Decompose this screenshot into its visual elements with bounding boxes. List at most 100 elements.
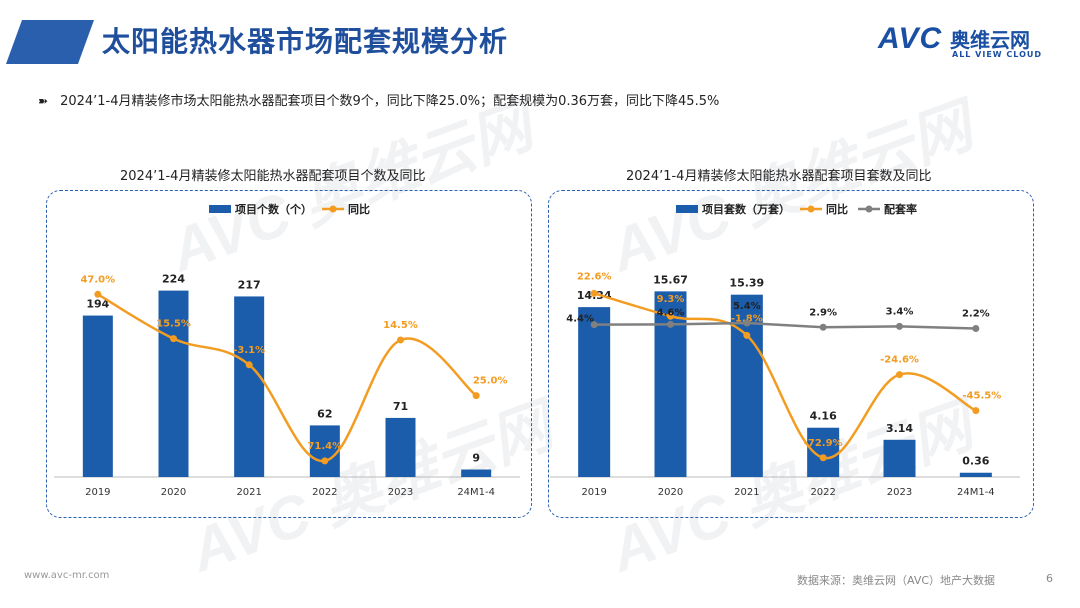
legend-label: 同比 xyxy=(348,202,370,216)
bar-value-label: 4.16 xyxy=(810,410,837,423)
line-point xyxy=(667,312,674,320)
line-point xyxy=(743,331,751,339)
line-point xyxy=(972,324,980,332)
line-value-label: 4.4% xyxy=(566,314,594,325)
bar xyxy=(959,472,992,477)
legend-swatch-bar xyxy=(209,205,231,213)
chart-right: 项目套数（万套）同比配套率14.3415.6715.394.163.140.36… xyxy=(550,202,1020,498)
bar-value-label: 71 xyxy=(393,400,408,413)
chart-left: 项目个数（个） 同比 194 224 217 62 71 9 2019 2020 2021 2022 2… xyxy=(54,202,520,498)
legend-swatch-marker xyxy=(865,205,873,213)
logo-avc-text: AVC xyxy=(878,22,943,55)
line-point xyxy=(819,323,827,331)
x-tick-label: 2019 xyxy=(85,487,110,498)
logo-cn-text: 奥维云网 xyxy=(950,28,1030,52)
x-tick-label: 2020 xyxy=(658,487,683,498)
x-tick-label: 2023 xyxy=(887,487,912,498)
series-line xyxy=(593,292,977,460)
chart-title-left: 2024’1-4月精装修太阳能热水器配套项目个数及同比 xyxy=(120,169,426,184)
line-value-label: 9.3% xyxy=(657,294,685,305)
chart-legend: 项目个数（个） 同比 xyxy=(209,202,370,216)
legend-swatch-marker xyxy=(807,205,815,213)
x-tick-label: 24M1-4 xyxy=(457,487,495,498)
brand-logo: AVC 奥维云网 ALL VIEW CLOUD xyxy=(878,22,1058,62)
line-value-label: -1.8% xyxy=(731,313,763,324)
legend-label: 项目套数（万套） xyxy=(702,202,790,216)
line-value-label: -45.5% xyxy=(962,391,1001,402)
line-point xyxy=(667,320,674,328)
x-tick-label: 2021 xyxy=(236,487,261,498)
line-value-label: 47.0% xyxy=(80,274,115,285)
page-title: 太阳能热水器市场配套规模分析 xyxy=(102,25,509,58)
bar xyxy=(461,469,492,477)
bar xyxy=(578,307,611,477)
x-tick-label: 2021 xyxy=(734,487,759,498)
chart-legend: 项目套数（万套） 同比 配套率 xyxy=(676,202,917,216)
summary-bullet: ➽ 2024’1-4月精装修市场太阳能热水器配套项目个数9个，同比下降25.0%；… xyxy=(38,90,719,109)
x-tick-label: 24M1-4 xyxy=(957,487,995,498)
x-tick-label: 2020 xyxy=(161,487,186,498)
line-value-label: 2.2% xyxy=(962,308,990,319)
line-point xyxy=(590,289,598,297)
line-value-label: 15.5% xyxy=(156,319,191,330)
bar-value-label: 15.39 xyxy=(729,277,764,290)
line-value-label: 25.0% xyxy=(473,376,508,387)
chart-title-right: 2024’1-4月精装修太阳能热水器配套项目套数及同比 xyxy=(626,169,932,184)
bar xyxy=(234,296,265,477)
footer-url: www.avc-mr.com xyxy=(24,570,110,581)
bar xyxy=(385,417,416,477)
x-tick-label: 2022 xyxy=(312,487,337,498)
header: 太阳能热水器市场配套规模分析 AVC 奥维云网 ALL VIEW CLOUD xyxy=(0,0,1080,80)
bar xyxy=(309,425,340,477)
line-point xyxy=(743,319,751,327)
bar xyxy=(82,315,113,477)
bar-value-label: 194 xyxy=(86,298,109,311)
line-value-label: 4.6% xyxy=(657,307,685,318)
logo-en-text: ALL VIEW CLOUD xyxy=(952,50,1043,59)
legend-label: 项目个数（个） xyxy=(235,202,312,216)
line-point xyxy=(590,321,598,329)
line-value-label: -3.1% xyxy=(233,345,265,356)
summary-text: 2024’1-4月精装修市场太阳能热水器配套项目个数9个，同比下降25.0%；配… xyxy=(60,94,720,109)
line-value-label: -72.9% xyxy=(804,438,843,449)
legend-label: 配套率 xyxy=(884,202,917,216)
bar-value-label: 62 xyxy=(317,407,332,420)
bar-value-label: 15.67 xyxy=(653,273,688,286)
line-point xyxy=(896,322,903,330)
series-line xyxy=(594,321,976,330)
bar xyxy=(807,427,840,477)
legend-swatch-bar xyxy=(676,205,698,213)
line-point xyxy=(321,457,329,465)
footer-source: 数据来源：奥维云网（AVC）地产大数据 xyxy=(797,574,996,587)
chart-panel-left xyxy=(46,190,532,518)
bar xyxy=(158,290,189,477)
line-value-label: -24.6% xyxy=(880,355,919,366)
line-point xyxy=(170,335,177,343)
line-point xyxy=(819,454,827,462)
bar-value-label: 0.36 xyxy=(962,455,989,468)
title-accent-bar xyxy=(5,20,95,64)
x-tick-label: 2023 xyxy=(388,487,413,498)
bar-value-label: 217 xyxy=(238,278,261,291)
line-point xyxy=(972,407,980,415)
chart-panel-right xyxy=(548,190,1034,518)
line-value-label: 2.9% xyxy=(809,307,837,318)
line-point xyxy=(397,336,404,344)
line-point xyxy=(245,361,253,369)
line-value-label: 5.4% xyxy=(733,301,761,312)
bar-value-label: 224 xyxy=(162,273,185,286)
legend-swatch-marker xyxy=(329,205,337,213)
bar-value-label: 9 xyxy=(472,452,480,465)
line-value-label: 22.6% xyxy=(577,271,612,282)
line-value-label: 14.5% xyxy=(383,320,418,331)
x-tick-label: 2022 xyxy=(810,487,835,498)
line-point xyxy=(94,290,102,298)
x-tick-label: 2019 xyxy=(581,487,606,498)
line-value-label: 71.4% xyxy=(307,441,342,452)
series-line xyxy=(97,293,477,463)
bar xyxy=(883,439,916,477)
legend-label: 同比 xyxy=(826,202,848,216)
double-arrow-icon: ➽ xyxy=(38,94,49,108)
page-number: 6 xyxy=(1046,572,1053,585)
line-point xyxy=(472,392,480,400)
